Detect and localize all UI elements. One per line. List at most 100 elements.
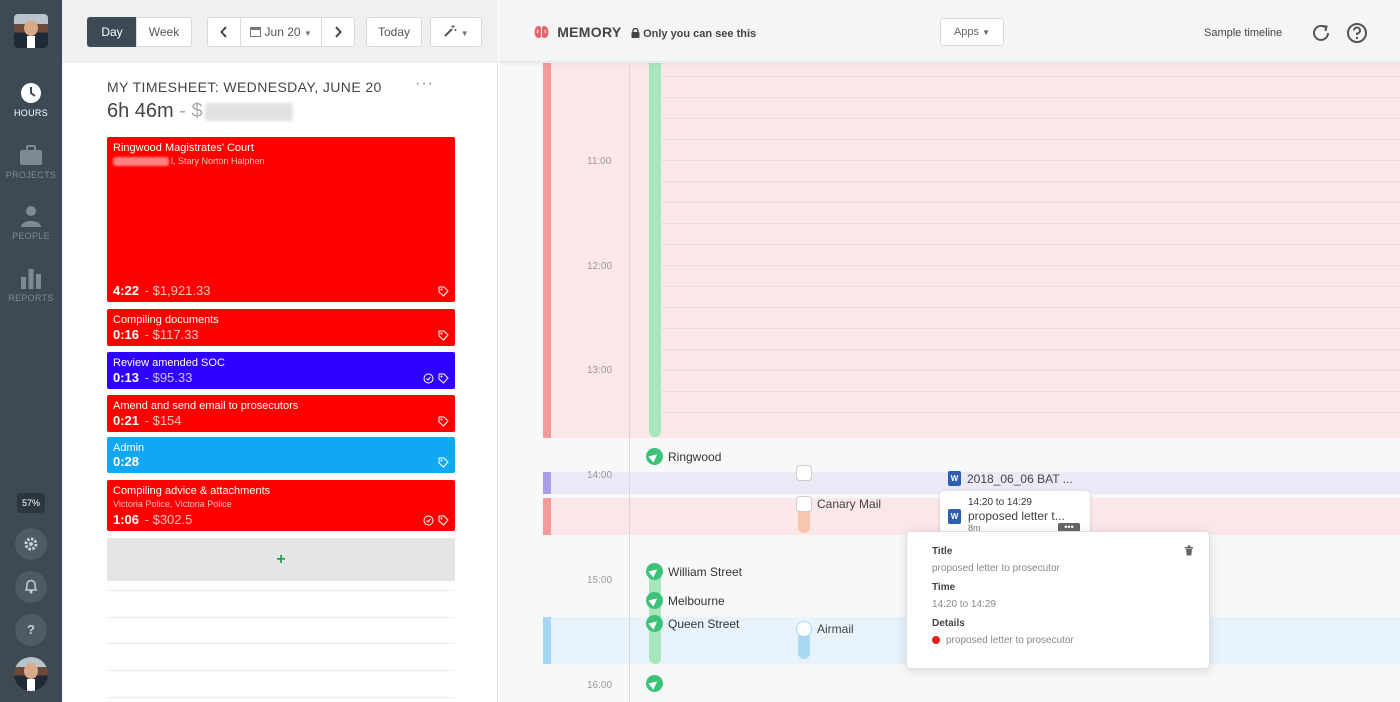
- entry-band-marker: [543, 472, 551, 494]
- time-entry[interactable]: Compiling documents 0:16 - $117.33: [107, 309, 455, 346]
- check-circle-icon[interactable]: [423, 373, 434, 384]
- bar-chart-icon: [21, 269, 41, 289]
- app-item[interactable]: [796, 465, 817, 481]
- magic-wand-icon: [444, 25, 457, 37]
- entry-icons: [438, 330, 449, 341]
- help-button[interactable]: ?: [15, 614, 47, 646]
- time-entry[interactable]: Ringwood Magistrates' Court l, Stary Nor…: [107, 137, 455, 302]
- redacted-amount: [204, 102, 293, 121]
- timesheet-title: MY TIMESHEET: WEDNESDAY, JUNE 20: [107, 79, 382, 95]
- grid-line: [655, 160, 1400, 161]
- grid-line: [655, 391, 1400, 392]
- chevron-right-icon: [335, 26, 342, 38]
- timeline-axis: [629, 63, 630, 702]
- entry-duration: 0:13: [113, 370, 140, 385]
- add-entry-button[interactable]: +: [107, 538, 455, 581]
- settings-button[interactable]: [15, 528, 47, 560]
- popover-title-label: Title: [932, 546, 953, 557]
- previous-day-button[interactable]: [207, 17, 241, 47]
- avatar[interactable]: [14, 14, 48, 48]
- hour-label: 11:00: [587, 156, 612, 167]
- tag-icon[interactable]: [438, 457, 449, 468]
- tag-icon[interactable]: [438, 373, 449, 384]
- next-day-button[interactable]: [321, 17, 355, 47]
- memory-logo-text: MEMORY: [557, 24, 622, 40]
- app-checkbox[interactable]: [796, 465, 812, 481]
- rail-item-hours[interactable]: HOURS: [0, 82, 62, 118]
- location-item[interactable]: William Street: [646, 563, 742, 580]
- location-item[interactable]: Ringwood: [646, 448, 721, 465]
- entry-duration: 4:22: [113, 283, 140, 298]
- entry-band: [543, 472, 1400, 494]
- apps-dropdown[interactable]: Apps ▼: [940, 18, 1004, 46]
- grid-line: [655, 244, 1400, 245]
- entry-icons: [423, 515, 449, 526]
- location-item[interactable]: Melbourne: [646, 592, 725, 609]
- chevron-left-icon: [220, 26, 227, 38]
- user-avatar[interactable]: [14, 657, 48, 691]
- entry-amount: - $302.5: [144, 512, 193, 527]
- day-view-button[interactable]: Day: [87, 17, 137, 47]
- location-item[interactable]: Queen Street: [646, 615, 739, 632]
- rail-item-label: HOURS: [13, 108, 48, 118]
- popover-time-value: 14:20 to 14:29: [932, 599, 996, 610]
- calendar-icon: [250, 27, 262, 37]
- grid-line: [655, 307, 1400, 308]
- app-checkbox[interactable]: [796, 621, 812, 637]
- app-item[interactable]: Airmail: [796, 621, 854, 637]
- time-entry[interactable]: Compiling advice & attachments Victoria …: [107, 480, 455, 531]
- entry-subtitle: Victoria Police, Victoria Police: [113, 499, 232, 509]
- hour-label: 12:00: [587, 261, 613, 272]
- notifications-button[interactable]: [15, 571, 47, 603]
- red-dot-icon: [932, 636, 940, 644]
- location-label: Melbourne: [668, 593, 725, 608]
- privacy-text: Only you can see this: [643, 28, 757, 40]
- tag-icon[interactable]: [438, 515, 449, 526]
- popover-details-value: proposed letter to prosecutor: [932, 635, 1074, 646]
- document-item[interactable]: W 2018_06_06 BAT ...: [948, 471, 1073, 486]
- refresh-icon[interactable]: [1310, 22, 1332, 44]
- total-time: 6h 46m: [107, 100, 174, 122]
- time-entry[interactable]: Amend and send email to prosecutors 0:21…: [107, 395, 455, 432]
- divider: [107, 670, 455, 671]
- popover-title-value: proposed letter to prosecutor: [932, 563, 1060, 574]
- location-item[interactable]: [646, 675, 668, 692]
- avatar-shirt: [27, 36, 35, 48]
- avatar-shirt: [27, 679, 35, 691]
- time-entry[interactable]: Admin 0:28: [107, 437, 455, 473]
- help-circle-icon[interactable]: [1346, 22, 1368, 44]
- magic-wand-menu-button[interactable]: ▼: [430, 17, 482, 47]
- trash-icon[interactable]: [1184, 545, 1194, 556]
- timeline-body[interactable]: 11:00 12:00 13:00 14:00 15:00 16:00 Ring…: [499, 63, 1400, 702]
- divider: [107, 617, 455, 618]
- sync-progress-badge[interactable]: 57%: [17, 493, 45, 513]
- location-label: Ringwood: [668, 449, 722, 464]
- rail-item-people[interactable]: PEOPLE: [0, 205, 62, 241]
- entry-meta: 0:16 - $117.33: [113, 327, 199, 342]
- entry-amount: - $117.33: [144, 327, 199, 342]
- timesheet-more-button[interactable]: ···: [415, 75, 434, 92]
- entry-meta: 0:13 - $95.33: [113, 370, 192, 385]
- today-button[interactable]: Today: [366, 17, 422, 47]
- sample-timeline-link[interactable]: Sample timeline: [1204, 27, 1283, 39]
- entry-meta: 0:28: [113, 454, 139, 469]
- entry-icons: [423, 373, 449, 384]
- location-label: Queen Street: [668, 616, 740, 631]
- tag-icon[interactable]: [438, 286, 449, 297]
- location-duration-bar[interactable]: [649, 63, 661, 437]
- time-entry[interactable]: Review amended SOC 0:13 - $95.33: [107, 352, 455, 389]
- location-arrow-icon: [646, 563, 663, 580]
- rail-item-reports[interactable]: REPORTS: [0, 267, 62, 303]
- word-document-icon: W: [948, 509, 961, 524]
- app-item[interactable]: Canary Mail: [796, 496, 881, 512]
- tag-icon[interactable]: [438, 330, 449, 341]
- avatar-face: [24, 663, 38, 679]
- app-checkbox[interactable]: [796, 496, 812, 512]
- rail-item-projects[interactable]: PROJECTS: [0, 144, 62, 180]
- entry-duration: 0:21: [113, 413, 140, 428]
- check-circle-icon[interactable]: [423, 515, 434, 526]
- date-picker-button[interactable]: Jun 20 ▼: [240, 17, 322, 47]
- tag-icon[interactable]: [438, 416, 449, 427]
- week-view-button[interactable]: Week: [136, 17, 192, 47]
- entry-title: Admin: [113, 442, 145, 454]
